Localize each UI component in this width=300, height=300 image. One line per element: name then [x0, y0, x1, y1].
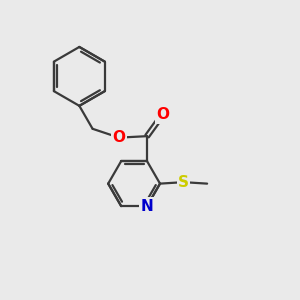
Text: N: N: [141, 199, 153, 214]
Text: O: O: [112, 130, 126, 145]
Text: O: O: [156, 107, 169, 122]
Text: S: S: [178, 175, 189, 190]
